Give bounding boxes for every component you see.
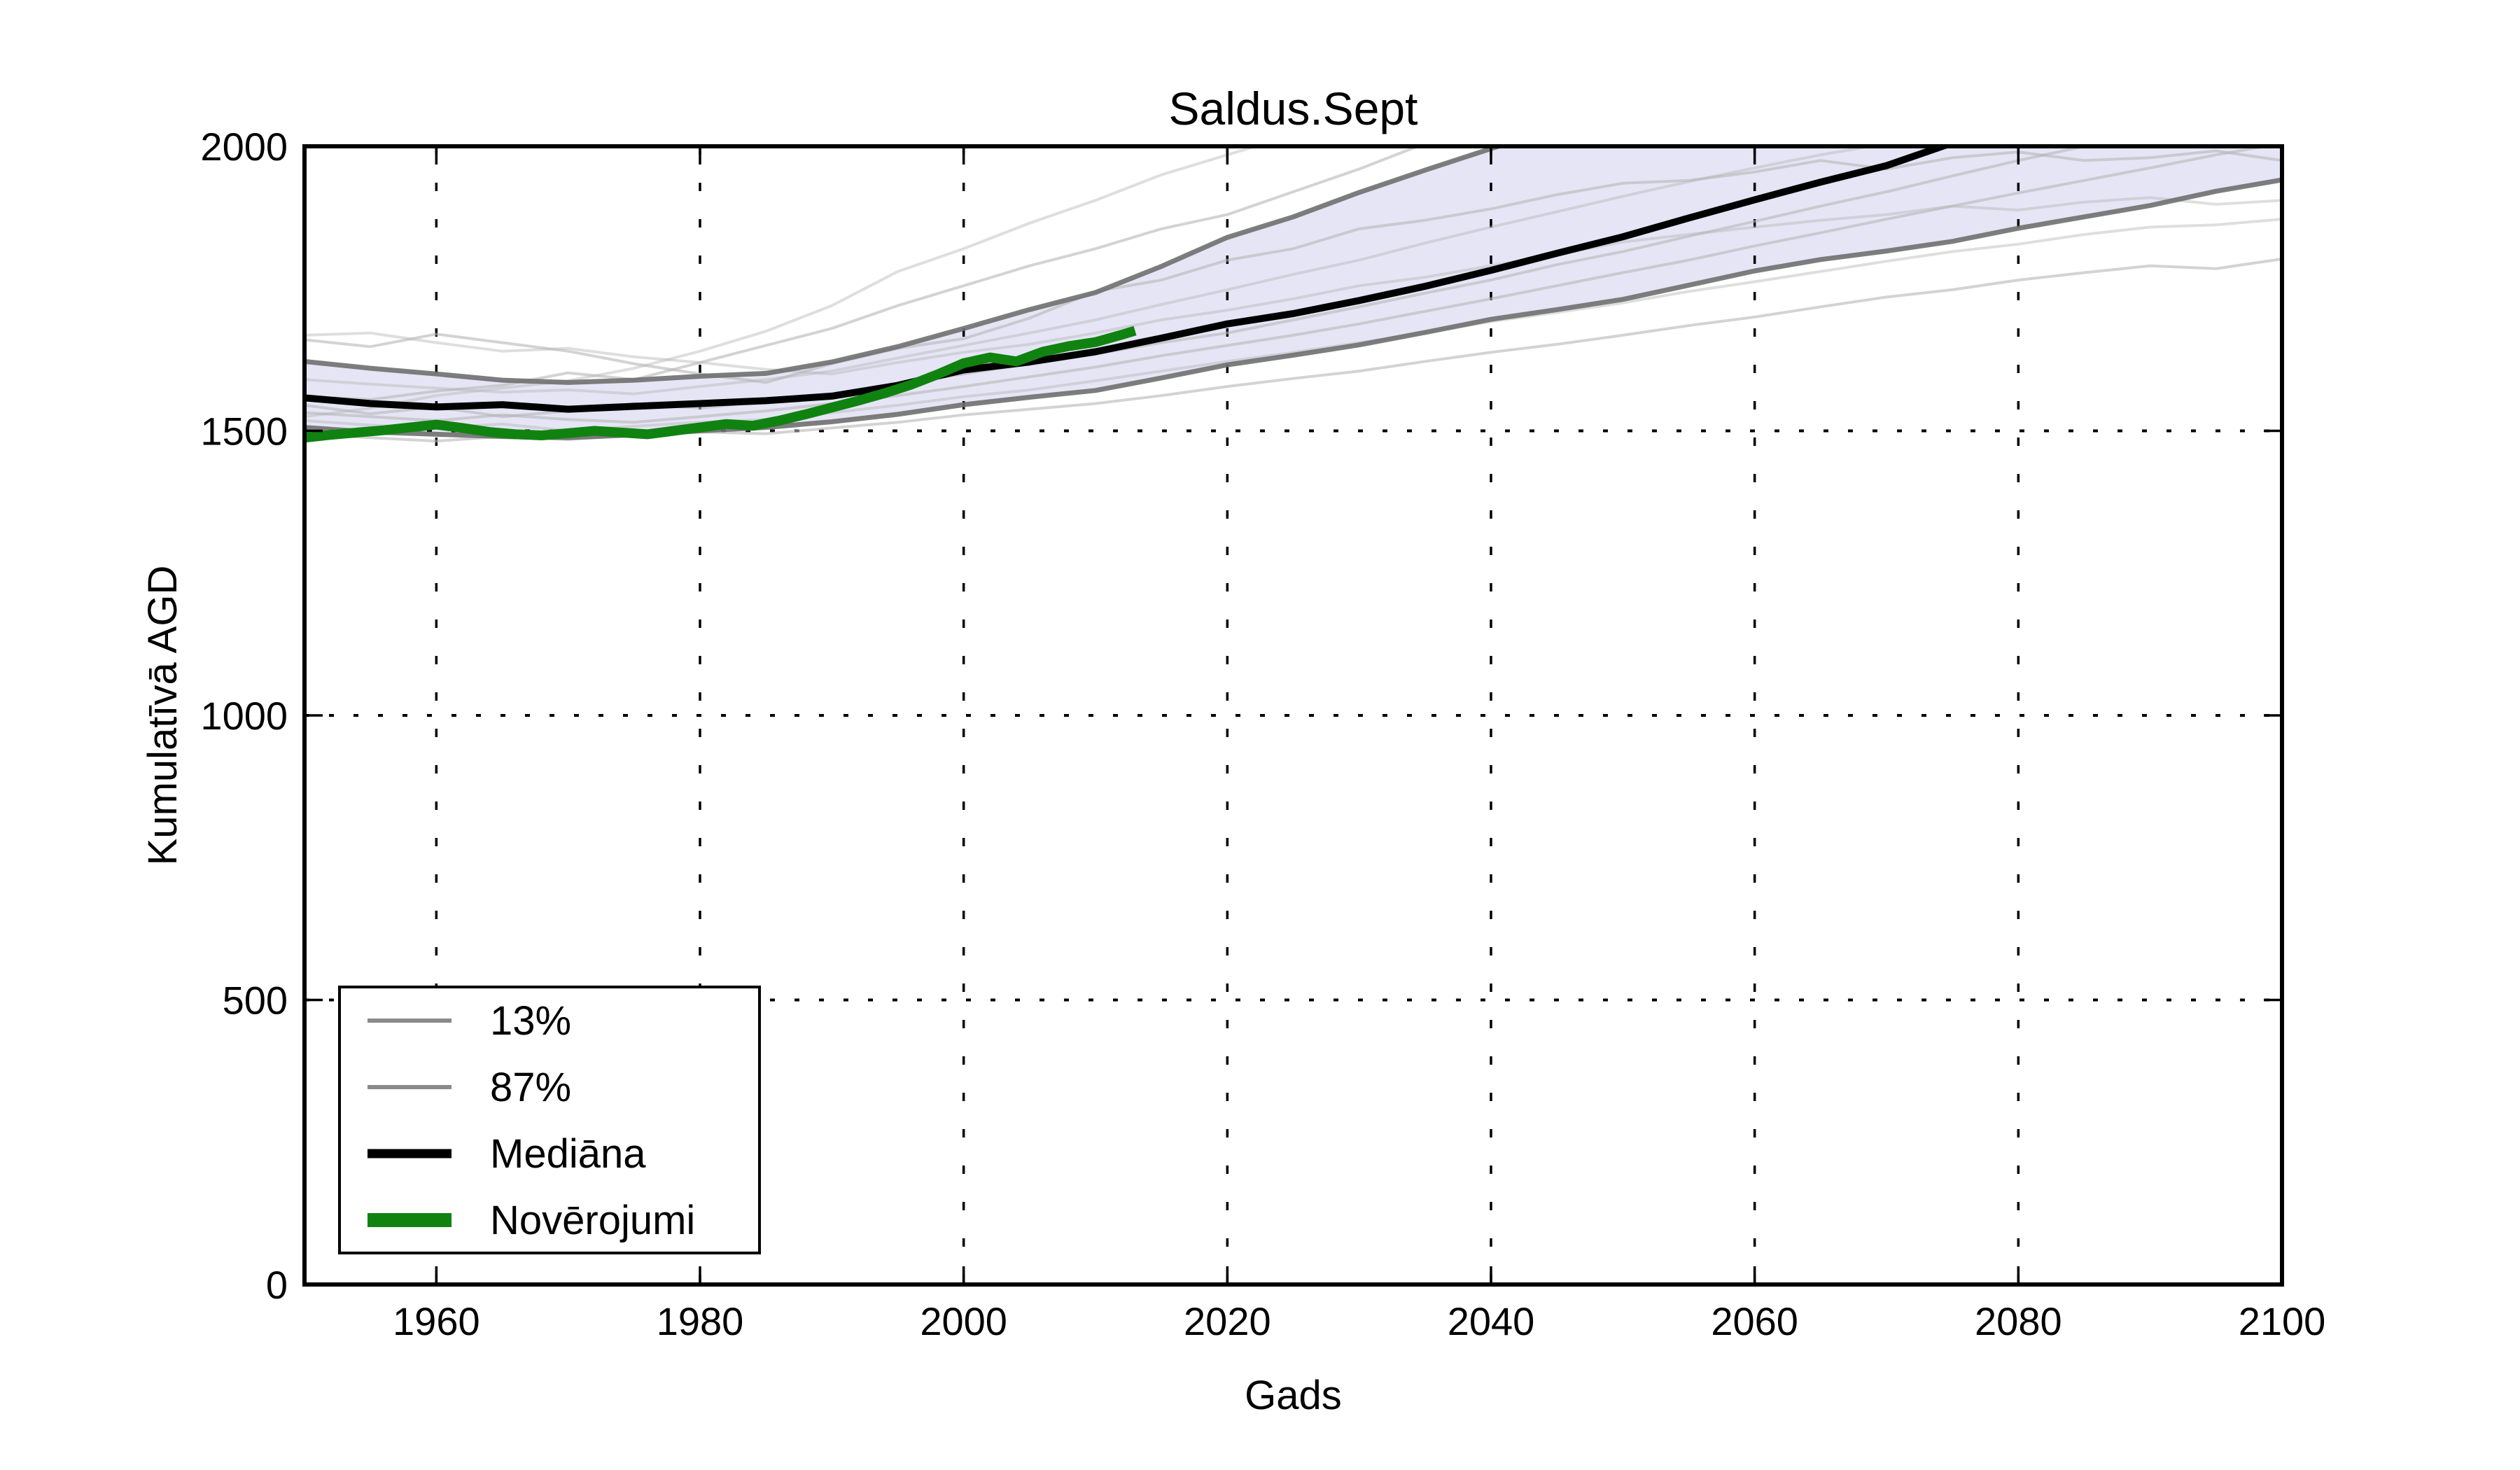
ensemble-member-line [304,146,1261,419]
x-tick-label: 1980 [657,1299,744,1343]
x-tick-label: 1960 [393,1299,480,1343]
y-tick-label: 2000 [200,125,288,169]
x-tick-label: 2080 [1975,1299,2062,1343]
x-tick-label: 2000 [920,1299,1007,1343]
y-tick-label: 1000 [200,694,288,738]
series-layer [304,146,2282,443]
confidence-band-fill [304,146,2282,438]
percentile-87-line [304,146,1507,385]
tick-labels: 1960 1980 2000 2020 2040 2060 2080 2100 0 500 1000… [200,125,2325,1343]
ensemble-member-line [304,146,1879,396]
y-axis-label: Kumulatīvā AGD [140,566,186,866]
x-tick-label: 2100 [2239,1299,2326,1343]
legend: 13% 87% Mediāna Novērojumi [338,986,761,1254]
legend-label-87pct: 87% [490,1065,571,1110]
x-tick-label: 2060 [1711,1299,1798,1343]
legend-label-mediana: Mediāna [490,1131,646,1177]
x-tick-label: 2020 [1184,1299,1271,1343]
legend-label-13pct: 13% [490,998,571,1044]
median-line [304,146,1954,413]
y-tick-label: 1500 [200,410,288,454]
x-axis-label: Gads [1245,1373,1342,1418]
ensemble-member-line [304,149,2282,384]
legend-label-noverojumi: Novērojumi [490,1198,695,1243]
axes-frame [302,144,2284,1287]
confidence-band [304,146,2282,438]
x-tick-label: 2040 [1448,1299,1535,1343]
chart-title: Saldus.Sept [1169,83,1418,134]
observations-line [304,326,1137,443]
y-tick-label: 0 [266,1263,288,1307]
y-tick-label: 500 [223,979,288,1023]
ensemble-member-line [304,146,2274,424]
ensemble-member-line [304,218,2282,433]
legend-box [338,986,761,1254]
